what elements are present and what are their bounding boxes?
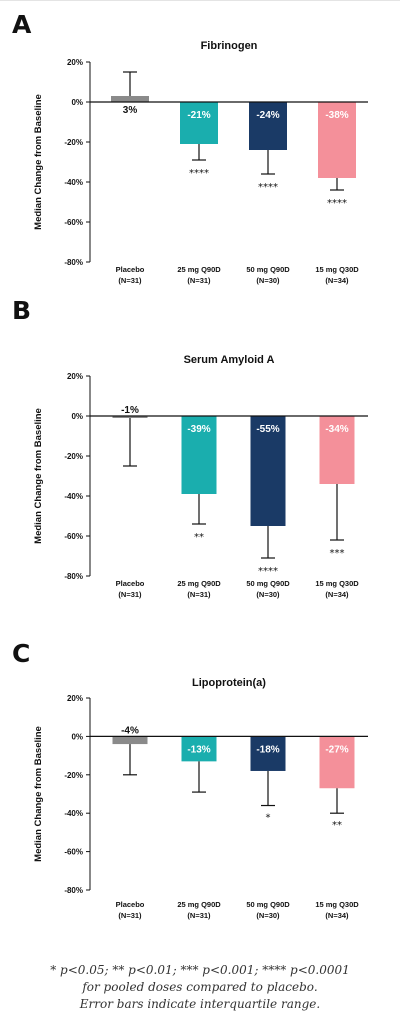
bar	[112, 736, 148, 745]
x-tick-label: 25 mg Q90D	[177, 900, 221, 909]
y-tick-label: -40%	[64, 809, 83, 818]
lipoprotein-a-chart: Lipoprotein(a) Median Change from Baselin…	[33, 677, 368, 920]
chart-title: Fibrinogen	[201, 40, 258, 52]
panel-letter-c: C	[12, 639, 31, 668]
chart-title: Lipoprotein(a)	[192, 677, 266, 689]
x-tick-label-n: (N=31)	[187, 276, 211, 285]
x-tick-label-n: (N=31)	[118, 590, 142, 599]
x-tick-label: 50 mg Q90D	[246, 265, 290, 274]
data-label: -39%	[187, 424, 210, 435]
chart-title: Serum Amyloid A	[184, 354, 275, 366]
significance-marker: ****	[189, 168, 209, 179]
significance-marker: **	[332, 820, 342, 831]
bar	[249, 102, 287, 150]
x-tick-label: Placebo	[116, 900, 145, 909]
bar	[319, 416, 355, 484]
y-tick-label: -80%	[64, 572, 83, 581]
footnote-comparison: for pooled doses compared to placebo.	[82, 980, 318, 994]
significance-marker: ****	[327, 198, 347, 209]
data-label: -34%	[325, 424, 348, 435]
bar	[181, 416, 217, 494]
y-tick-label: -80%	[64, 258, 83, 267]
x-tick-label-n: (N=31)	[187, 590, 211, 599]
data-label: -13%	[187, 744, 210, 755]
x-tick-label: 50 mg Q90D	[246, 579, 290, 588]
y-tick-label: -40%	[64, 492, 83, 501]
data-label: -18%	[256, 744, 279, 755]
y-axis-label: Median Change from Baseline	[33, 726, 44, 862]
data-label: 3%	[123, 105, 138, 116]
y-tick-label: -20%	[64, 771, 83, 780]
data-label: -27%	[325, 744, 348, 755]
significance-marker: **	[194, 532, 204, 543]
y-tick-label: -80%	[64, 886, 83, 895]
x-tick-label: 25 mg Q90D	[177, 579, 221, 588]
x-tick-label-n: (N=30)	[256, 276, 280, 285]
x-tick-label-n: (N=31)	[118, 911, 142, 920]
y-tick-label: -60%	[64, 218, 83, 227]
bar	[318, 102, 356, 178]
panel-letter-b: B	[12, 296, 32, 325]
panel-letter-a: A	[12, 10, 32, 39]
x-tick-label-n: (N=34)	[325, 911, 349, 920]
y-tick-label: -40%	[64, 178, 83, 187]
serum-amyloid-a-chart: Serum Amyloid A Median Change from Baseli…	[33, 354, 368, 599]
x-tick-label: 15 mg Q30D	[315, 900, 359, 909]
x-tick-label: 15 mg Q30D	[315, 579, 359, 588]
x-tick-label-n: (N=30)	[256, 911, 280, 920]
bar	[319, 736, 355, 789]
y-tick-label: -20%	[64, 138, 83, 147]
x-tick-label: Placebo	[116, 579, 145, 588]
y-tick-label: 0%	[71, 412, 83, 421]
significance-marker: ***	[330, 548, 345, 559]
y-tick-label: 20%	[67, 58, 83, 67]
x-tick-label-n: (N=34)	[325, 276, 349, 285]
x-tick-label-n: (N=34)	[325, 590, 349, 599]
x-tick-label: 25 mg Q90D	[177, 265, 221, 274]
y-axis-label: Median Change from Baseline	[33, 94, 44, 230]
y-tick-label: 20%	[67, 694, 83, 703]
bar	[250, 416, 286, 526]
data-label: -24%	[256, 110, 279, 121]
y-tick-label: -60%	[64, 848, 83, 857]
x-tick-label: 15 mg Q30D	[315, 265, 359, 274]
top-divider	[0, 0, 400, 1]
y-tick-label: -20%	[64, 452, 83, 461]
bar	[250, 736, 286, 771]
x-tick-label: 50 mg Q90D	[246, 900, 290, 909]
y-tick-label: 0%	[71, 732, 83, 741]
footnote-error-bars: Error bars indicate interquartile range.	[79, 997, 321, 1011]
data-label: -21%	[187, 110, 210, 121]
bar	[180, 102, 218, 144]
data-label: -38%	[325, 110, 348, 121]
x-tick-label-n: (N=31)	[118, 276, 142, 285]
significance-marker: ****	[258, 566, 278, 577]
significance-marker: ****	[258, 182, 278, 193]
x-tick-label: Placebo	[116, 265, 145, 274]
footnote: * p<0.05; ** p<0.01; *** p<0.001; **** p…	[0, 962, 400, 1013]
y-tick-label: 20%	[67, 372, 83, 381]
footnote-significance: * p<0.05; ** p<0.01; *** p<0.001; **** p…	[50, 963, 350, 977]
y-tick-label: -60%	[64, 532, 83, 541]
y-tick-label: 0%	[71, 98, 83, 107]
fibrinogen-chart: Fibrinogen Median Change from Baseline 20%…	[33, 40, 368, 285]
y-axis-label: Median Change from Baseline	[33, 408, 44, 544]
x-tick-label-n: (N=31)	[187, 911, 211, 920]
data-label: -1%	[121, 405, 139, 416]
x-tick-label-n: (N=30)	[256, 590, 280, 599]
bar	[181, 736, 217, 762]
bar	[111, 96, 149, 102]
bar	[112, 416, 148, 418]
data-label: -4%	[121, 725, 139, 736]
data-label: -55%	[256, 424, 279, 435]
significance-marker: *	[266, 813, 271, 824]
